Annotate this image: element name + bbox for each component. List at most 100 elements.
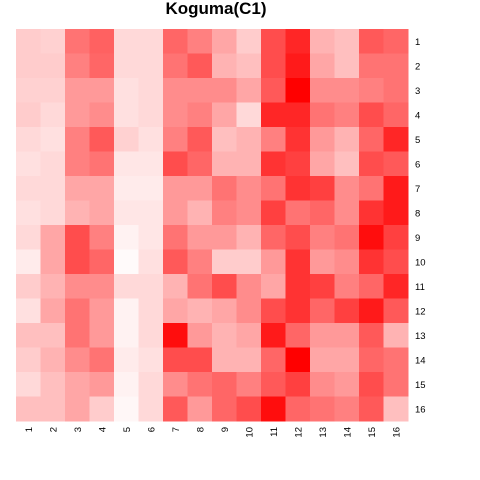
heatmap-cell [310,372,335,397]
heatmap-cell [236,396,262,422]
heatmap-cell [310,249,335,275]
heatmap-cell [212,225,237,250]
heatmap-cell [16,102,41,128]
heatmap-cell [89,298,115,324]
row-label: 11 [415,282,425,293]
heatmap-cell [383,29,409,54]
heatmap-cell [236,274,262,299]
heatmap-cell [383,200,409,226]
heatmap-cell [383,225,409,250]
heatmap-cell [65,102,90,128]
heatmap-cell [187,127,213,152]
heatmap-cell [114,127,139,152]
heatmap-cell [285,347,311,373]
heatmap-cell [89,78,115,103]
heatmap-cell [334,29,360,54]
heatmap-cell [40,29,66,54]
heatmap-cell [212,151,237,177]
heatmap-cell [383,102,409,128]
heatmap-cell [236,323,262,348]
heatmap-cell [65,78,90,103]
heatmap-cell [16,127,41,152]
heatmap-cell [212,102,237,128]
heatmap-cell [65,29,90,54]
heatmap-cell [236,102,262,128]
heatmap-cells [16,29,409,422]
column-label: 8 [195,427,206,432]
heatmap-cell [138,372,164,397]
heatmap-cell [334,298,360,324]
heatmap-cell [89,176,115,201]
heatmap-cell [359,78,384,103]
heatmap-cell [114,372,139,397]
heatmap-cell [383,249,409,275]
heatmap-cell [89,323,115,348]
heatmap-cell [138,396,164,422]
heatmap-cell [212,372,237,397]
heatmap-cell [89,274,115,299]
heatmap-cell [285,274,311,299]
heatmap-cell [236,298,262,324]
heatmap-cell [310,274,335,299]
heatmap-cell [40,225,66,250]
heatmap-cell [261,347,286,373]
heatmap-cell [383,176,409,201]
heatmap-cell [65,53,90,79]
heatmap-cell [383,298,409,324]
heatmap-cell [16,176,41,201]
heatmap-cell [187,323,213,348]
heatmap-cell [89,127,115,152]
heatmap-cell [40,274,66,299]
heatmap-cell [310,151,335,177]
heatmap-cell [212,78,237,103]
heatmap-cell [163,372,188,397]
heatmap-cell [163,225,188,250]
heatmap-cell [261,78,286,103]
heatmap-cell [187,78,213,103]
heatmap-cell [334,53,360,79]
heatmap-cell [261,176,286,201]
column-label: 4 [97,427,108,432]
heatmap-cell [114,151,139,177]
heatmap-cell [310,298,335,324]
heatmap-cell [310,53,335,79]
heatmap-cell [285,53,311,79]
heatmap-cell [163,323,188,348]
heatmap-cell [310,102,335,128]
heatmap-cell [89,53,115,79]
column-label: 16 [391,427,402,438]
row-label: 2 [415,61,420,72]
heatmap-cell [285,249,311,275]
heatmap-cell [334,323,360,348]
heatmap-cell [383,127,409,152]
heatmap-cell [16,347,41,373]
heatmap-cell [359,347,384,373]
column-label: 9 [220,427,231,432]
heatmap-cell [212,53,237,79]
heatmap-cell [40,78,66,103]
row-label: 12 [415,306,426,317]
heatmap-cell [212,274,237,299]
heatmap-cell [40,347,66,373]
heatmap-cell [138,274,164,299]
row-label: 6 [415,159,420,170]
heatmap-cell [114,29,139,54]
heatmap-cell [138,298,164,324]
heatmap-cell [40,396,66,422]
heatmap-cell [89,249,115,275]
heatmap-cell [16,200,41,226]
heatmap-cell [89,396,115,422]
heatmap-cell [163,274,188,299]
heatmap-cell [212,29,237,54]
heatmap-cell [163,347,188,373]
column-label: 10 [244,427,255,438]
heatmap-cell [383,78,409,103]
heatmap-cell [163,29,188,54]
heatmap-cell [212,249,237,275]
column-label: 1 [24,427,35,432]
heatmap-cell [310,323,335,348]
heatmap-cell [359,127,384,152]
heatmap-cell [65,249,90,275]
heatmap-cell [163,176,188,201]
